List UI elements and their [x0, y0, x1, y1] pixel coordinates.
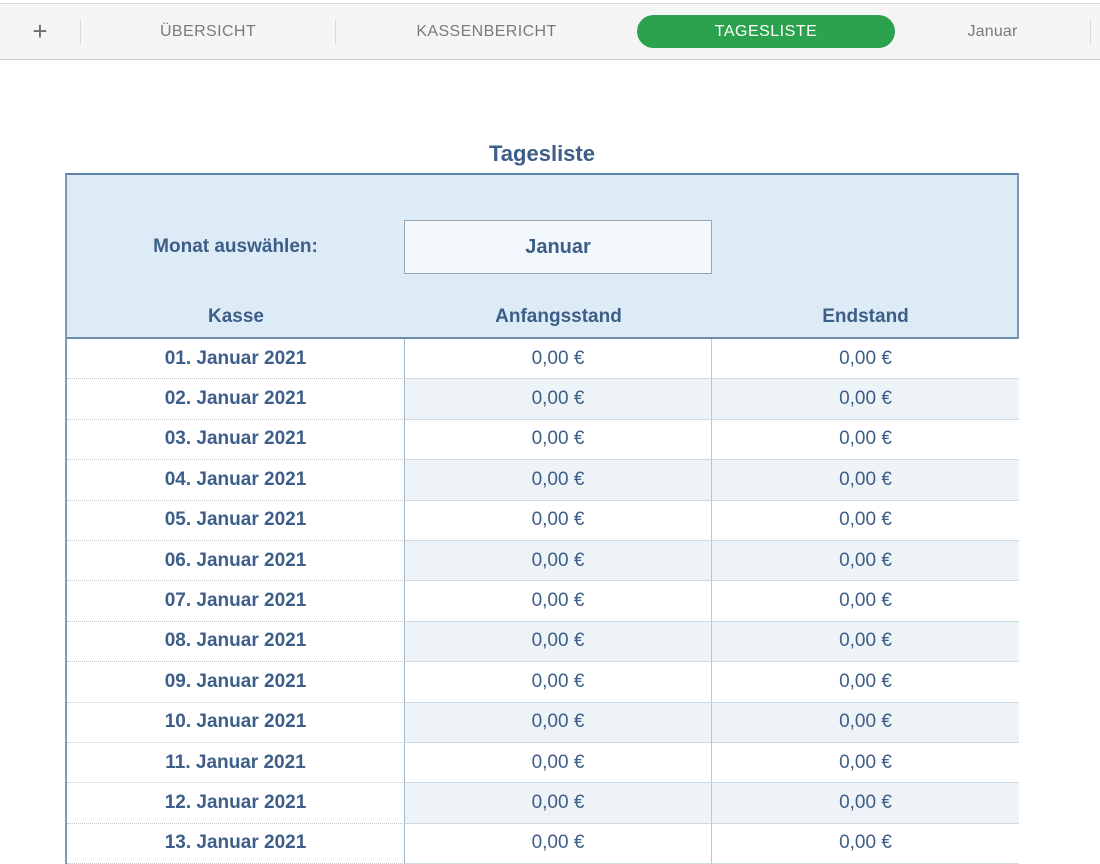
page-title: Tagesliste [489, 141, 595, 166]
tab-divider [1090, 19, 1091, 44]
endstand-cell[interactable]: 0,00 € [712, 419, 1019, 461]
endstand-cell[interactable]: 0,00 € [712, 339, 1019, 380]
date-cell[interactable]: 04. Januar 2021 [67, 460, 405, 501]
endstand-cell[interactable]: 0,00 € [712, 742, 1019, 784]
date-cell[interactable]: 10. Januar 2021 [67, 702, 405, 743]
table-row: 01. Januar 2021 0,00 € 0,00 € [67, 339, 1019, 380]
anfangsstand-cell[interactable]: 0,00 € [405, 702, 712, 743]
table-row: 05. Januar 2021 0,00 € 0,00 € [67, 500, 1019, 541]
table-row: 03. Januar 2021 0,00 € 0,00 € [67, 419, 1019, 461]
tab-divider [80, 19, 81, 44]
table-row: 09. Januar 2021 0,00 € 0,00 € [67, 662, 1019, 703]
endstand-cell[interactable]: 0,00 € [712, 702, 1019, 743]
endstand-cell[interactable]: 0,00 € [712, 823, 1019, 864]
endstand-cell[interactable]: 0,00 € [712, 662, 1019, 703]
column-header-endstand: Endstand [822, 306, 909, 327]
sheet-tab-bar: + ÜBERSICHT KASSENBERICHT TAGESLISTE Jan… [0, 3, 1100, 60]
table-row: 02. Januar 2021 0,00 € 0,00 € [67, 379, 1019, 420]
anfangsstand-cell[interactable]: 0,00 € [405, 581, 712, 622]
tab-kassenbericht[interactable]: KASSENBERICHT [416, 22, 557, 40]
column-header-kasse: Kasse [208, 306, 264, 327]
anfangsstand-cell[interactable]: 0,00 € [405, 419, 712, 461]
table-header-row: Kasse Anfangsstand Endstand [67, 297, 1017, 337]
date-cell[interactable]: 07. Januar 2021 [67, 581, 405, 622]
plus-icon: + [32, 16, 48, 46]
anfangsstand-cell[interactable]: 0,00 € [405, 662, 712, 703]
table-row: 04. Januar 2021 0,00 € 0,00 € [67, 460, 1019, 501]
anfangsstand-cell[interactable]: 0,00 € [405, 460, 712, 501]
table-row: 12. Januar 2021 0,00 € 0,00 € [67, 783, 1019, 824]
anfangsstand-cell[interactable]: 0,00 € [405, 540, 712, 582]
anfangsstand-cell[interactable]: 0,00 € [405, 500, 712, 541]
tab-uebersicht[interactable]: ÜBERSICHT [159, 22, 257, 40]
date-cell[interactable]: 13. Januar 2021 [67, 823, 405, 864]
month-select-dropdown[interactable]: Januar [404, 220, 712, 274]
table-row: 13. Januar 2021 0,00 € 0,00 € [67, 823, 1019, 864]
date-cell[interactable]: 03. Januar 2021 [67, 419, 405, 461]
column-header-anfangsstand: Anfangsstand [495, 306, 622, 327]
date-cell[interactable]: 09. Januar 2021 [67, 662, 405, 703]
date-cell[interactable]: 02. Januar 2021 [67, 379, 405, 420]
anfangsstand-cell[interactable]: 0,00 € [405, 379, 712, 420]
anfangsstand-cell[interactable]: 0,00 € [405, 783, 712, 824]
endstand-cell[interactable]: 0,00 € [712, 460, 1019, 501]
table-row: 07. Januar 2021 0,00 € 0,00 € [67, 581, 1019, 622]
add-sheet-button[interactable]: + [0, 4, 80, 59]
endstand-cell[interactable]: 0,00 € [712, 379, 1019, 420]
date-cell[interactable]: 12. Januar 2021 [67, 783, 405, 824]
anfangsstand-cell[interactable]: 0,00 € [405, 742, 712, 784]
endstand-cell[interactable]: 0,00 € [712, 540, 1019, 582]
table-row: 11. Januar 2021 0,00 € 0,00 € [67, 742, 1019, 784]
endstand-cell[interactable]: 0,00 € [712, 621, 1019, 663]
endstand-cell[interactable]: 0,00 € [712, 500, 1019, 541]
date-cell[interactable]: 01. Januar 2021 [67, 339, 405, 380]
date-cell[interactable]: 08. Januar 2021 [67, 621, 405, 663]
tab-januar[interactable]: Januar [967, 22, 1018, 40]
date-cell[interactable]: 11. Januar 2021 [67, 742, 405, 784]
header-divider [67, 337, 1017, 339]
endstand-cell[interactable]: 0,00 € [712, 783, 1019, 824]
anfangsstand-cell[interactable]: 0,00 € [405, 823, 712, 864]
table-row: 08. Januar 2021 0,00 € 0,00 € [67, 621, 1019, 663]
month-select-label: Monat auswählen: [153, 236, 318, 257]
tab-tagesliste-active[interactable]: TAGESLISTE [637, 15, 895, 48]
date-cell[interactable]: 06. Januar 2021 [67, 540, 405, 582]
tab-divider [335, 19, 336, 44]
anfangsstand-cell[interactable]: 0,00 € [405, 621, 712, 663]
date-cell[interactable]: 05. Januar 2021 [67, 500, 405, 541]
table-row: 06. Januar 2021 0,00 € 0,00 € [67, 540, 1019, 582]
tagesliste-table: Monat auswählen: Januar Kasse Anfangssta… [65, 173, 1019, 864]
table-row: 10. Januar 2021 0,00 € 0,00 € [67, 702, 1019, 743]
month-select-area: Monat auswählen: Januar [67, 175, 1017, 297]
anfangsstand-cell[interactable]: 0,00 € [405, 339, 712, 380]
endstand-cell[interactable]: 0,00 € [712, 581, 1019, 622]
table-body: 01. Januar 2021 0,00 € 0,00 € 02. Januar… [67, 339, 1019, 864]
